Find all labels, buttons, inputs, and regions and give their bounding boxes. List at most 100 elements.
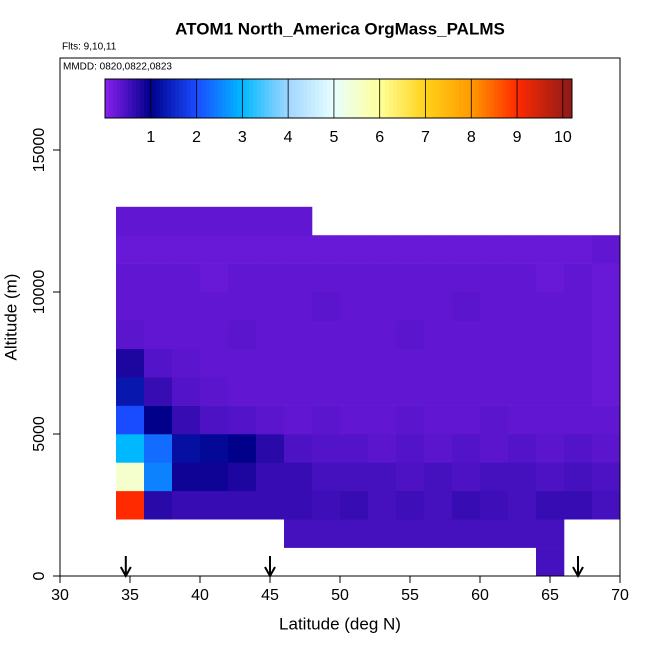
colorbar-segment [404,79,410,118]
colorbar-segment [202,79,207,118]
colorbar-segment [233,79,238,118]
cell [116,235,145,264]
cell [396,462,425,492]
cell [564,434,593,463]
cell [256,320,285,350]
colorbar-segment [264,79,269,118]
colorbar-segment [112,79,118,118]
colorbar-segment [284,79,289,118]
cell [452,405,481,435]
cell [396,235,425,264]
cell [144,235,173,264]
cell [452,462,481,492]
cell [452,263,481,293]
cell [256,405,285,435]
colorbar-segment [424,79,429,118]
cell [368,490,397,520]
cell [200,405,229,435]
cell [144,292,173,321]
cell [564,377,593,406]
colorbar-segment [229,79,234,118]
cell [424,462,453,492]
colorbar-segment [373,79,378,118]
cell [480,405,509,435]
colorbar-segment [252,79,258,118]
colorbar-segment [536,79,542,118]
colorbar-segment [490,79,495,118]
cell [200,235,229,264]
colorbar-segment [206,79,211,118]
colorbar-segment [435,79,441,118]
cell [116,490,145,520]
cell [312,434,341,463]
cell [452,434,481,463]
colorbar-segment [455,79,460,118]
cell [144,320,173,350]
colorbar-segment [338,79,343,118]
cell [144,434,173,463]
cell [340,490,369,520]
cell [228,434,257,463]
cell [172,206,201,236]
colorbar-segment [120,79,125,118]
colorbar-segment [556,79,561,118]
cell [536,377,565,406]
cell [228,263,257,293]
cell [424,519,453,548]
x-tick-label: 35 [121,587,139,604]
colorbar-segment [354,79,359,118]
x-tick-label: 55 [401,587,419,604]
cell [508,320,537,350]
y-tick-label: 5000 [31,416,48,452]
cell [172,263,201,293]
arrow [572,556,584,579]
cell [284,348,313,378]
colorbar-segment [396,79,402,118]
cell [312,377,341,406]
cell [256,490,285,520]
cell [284,292,313,321]
colorbar-segment [319,79,324,118]
cell [200,292,229,321]
cell [424,320,453,350]
cell [200,206,229,236]
cell [424,235,453,264]
cell [340,292,369,321]
cell [536,348,565,378]
cell [536,320,565,350]
colorbar-segment [342,79,347,118]
cell [480,263,509,293]
x-tick-label: 65 [541,587,559,604]
colorbar-segment [381,79,386,118]
colorbar-tick-label: 8 [467,129,476,146]
cell [340,405,369,435]
cell [312,320,341,350]
cell [480,377,509,406]
colorbar-segment [357,79,363,118]
colorbar-segment [276,79,281,118]
colorbar-segment [140,79,145,118]
cell [200,462,229,492]
cell [592,235,621,264]
cell [228,235,257,264]
colorbar-tick-label: 1 [146,129,155,146]
cell [284,206,313,236]
colorbar-segment [326,79,332,118]
cell [424,292,453,321]
cell [116,462,145,492]
cell [536,462,565,492]
cell [536,434,565,463]
colorbar-segment [167,79,172,118]
colorbar-segment [416,79,421,118]
y-tick-label: 10000 [31,270,48,315]
colorbar-segment [151,79,157,118]
colorbar-segment [443,79,448,118]
cell [256,206,285,236]
colorbar-segment [334,79,339,118]
y-tick-label: 0 [31,571,48,580]
colorbar-segment [268,79,273,118]
cell [256,235,285,264]
cell [368,462,397,492]
colorbar-segment [505,79,511,118]
colorbar-segment [105,79,110,118]
